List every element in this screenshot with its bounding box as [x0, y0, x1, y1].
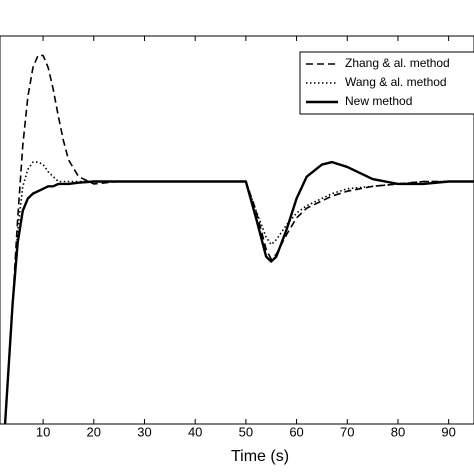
x-tick-label: 20 — [87, 424, 101, 439]
x-tick-label: 10 — [36, 424, 50, 439]
x-axis-label: Time (s) — [231, 448, 289, 465]
legend-label: New method — [345, 94, 412, 108]
legend-label: Wang & al. method — [345, 75, 447, 89]
legend-label: Zhang & al. method — [345, 56, 450, 70]
x-tick-label: 40 — [188, 424, 202, 439]
legend-box — [299, 51, 474, 115]
x-tick-label: 80 — [391, 424, 405, 439]
x-tick-label: 30 — [137, 424, 151, 439]
series-line — [3, 160, 474, 424]
x-tick-label: 60 — [289, 424, 303, 439]
x-tick-label: 90 — [441, 424, 455, 439]
x-tick-label: 70 — [340, 424, 354, 439]
x-tick-label: 50 — [239, 424, 253, 439]
series-line — [4, 161, 474, 424]
plot-area — [3, 54, 474, 424]
plot-frame — [0, 35, 474, 425]
